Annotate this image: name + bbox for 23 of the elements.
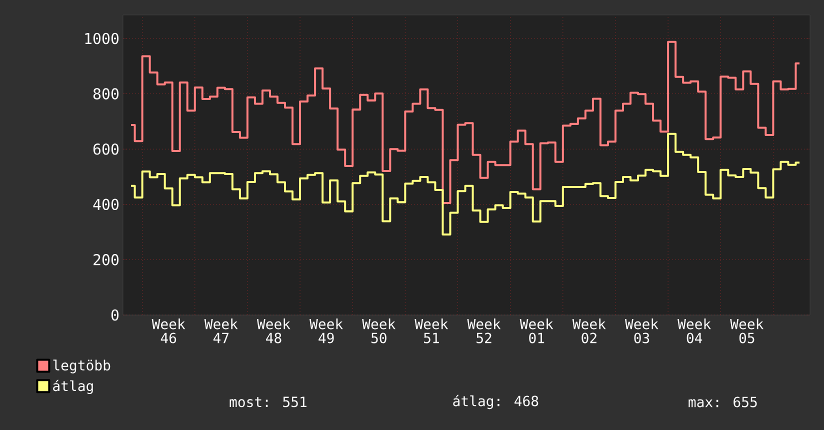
x-tick-label: Week 52 [467, 318, 501, 344]
x-tick-label: Week 50 [362, 318, 396, 344]
y-tick-label: 200 [94, 254, 119, 266]
y-tick-label: 0 [111, 309, 119, 321]
text: max: 655 [688, 396, 757, 408]
x-tick-label: Week 48 [256, 318, 290, 344]
y-tick-label: 1000 [85, 32, 118, 44]
x-tick-label: Week 04 [678, 318, 711, 344]
x-tick-label: Week 03 [624, 318, 658, 344]
text: most: 551 [230, 396, 306, 408]
x-tick-label: Week 46 [152, 318, 186, 344]
text: átlag: 468 [453, 394, 538, 410]
legend-label: átlag [53, 380, 93, 394]
x-tick-label: Week 49 [310, 318, 343, 344]
legend-label: legtöbb [53, 360, 110, 374]
y-tick-label: 800 [93, 88, 119, 100]
x-tick-label: Week 02 [572, 318, 606, 344]
x-tick-label: Week 05 [730, 318, 764, 344]
y-tick-label: 400 [93, 198, 119, 210]
x-tick-label: Week 01 [520, 318, 554, 344]
x-tick-label: Week 51 [414, 318, 448, 344]
x-tick-label: Week 47 [204, 318, 238, 344]
y-tick-label: 600 [93, 143, 119, 155]
